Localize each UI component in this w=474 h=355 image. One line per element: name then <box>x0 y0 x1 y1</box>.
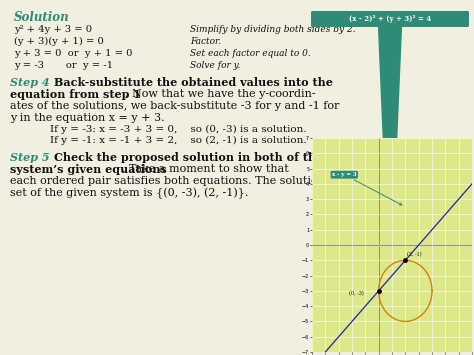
Text: Step 4: Step 4 <box>10 77 50 88</box>
Text: (2, -1): (2, -1) <box>407 252 422 257</box>
Text: equation from step 1: equation from step 1 <box>10 89 141 100</box>
Text: Set each factor equal to 0.: Set each factor equal to 0. <box>190 49 311 58</box>
Text: each ordered pair satisfies both equations. The solution: each ordered pair satisfies both equatio… <box>10 176 325 186</box>
Text: Solution: Solution <box>14 11 70 24</box>
Text: (0, -3): (0, -3) <box>349 291 364 296</box>
FancyBboxPatch shape <box>311 11 469 27</box>
Text: . Now that we have the y-coordin-: . Now that we have the y-coordin- <box>125 89 316 99</box>
Text: Check the proposed solution in both of the: Check the proposed solution in both of t… <box>54 152 323 163</box>
Text: (x - 2)² + (y + 3)² = 4: (x - 2)² + (y + 3)² = 4 <box>349 15 431 23</box>
Text: system’s given equations: system’s given equations <box>10 164 167 175</box>
Polygon shape <box>378 12 402 295</box>
Text: y² + 4y + 3 = 0: y² + 4y + 3 = 0 <box>14 25 92 34</box>
Text: Simplify by dividing both sides by 2.: Simplify by dividing both sides by 2. <box>190 25 356 34</box>
Text: y = -3       or  y = -1: y = -3 or y = -1 <box>14 61 113 70</box>
Text: Solve for y.: Solve for y. <box>190 61 240 70</box>
Text: y in the equation x = y + 3.: y in the equation x = y + 3. <box>10 113 164 123</box>
Text: y + 3 = 0  or  y + 1 = 0: y + 3 = 0 or y + 1 = 0 <box>14 49 133 58</box>
Text: If y = -3: x = -3 + 3 = 0,    so (0, -3) is a solution.: If y = -3: x = -3 + 3 = 0, so (0, -3) is… <box>50 125 307 134</box>
Text: Factor.: Factor. <box>190 37 221 46</box>
Text: ates of the solutions, we back-substitute -3 for y and -1 for: ates of the solutions, we back-substitut… <box>10 101 339 111</box>
Text: If y = -1: x = -1 + 3 = 2,    so (2, -1) is a solution.: If y = -1: x = -1 + 3 = 2, so (2, -1) is… <box>50 136 307 145</box>
Text: Back-substitute the obtained values into the: Back-substitute the obtained values into… <box>54 77 333 88</box>
Text: (y + 3)(y + 1) = 0: (y + 3)(y + 1) = 0 <box>14 37 104 46</box>
Text: . Take a moment to show that: . Take a moment to show that <box>122 164 289 174</box>
Text: x - y = 3: x - y = 3 <box>332 172 402 205</box>
Text: set of the given system is {(0, -3), (2, -1)}.: set of the given system is {(0, -3), (2,… <box>10 188 248 200</box>
Text: Step 5: Step 5 <box>10 152 50 163</box>
